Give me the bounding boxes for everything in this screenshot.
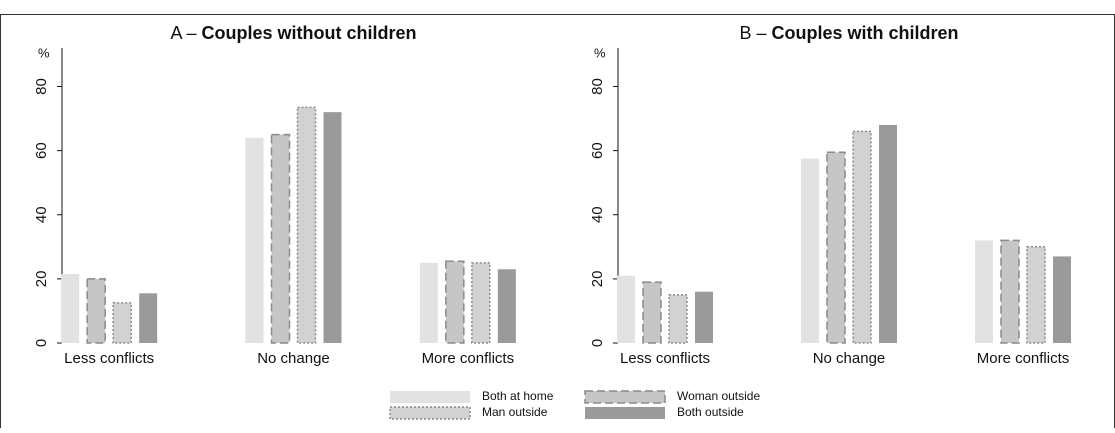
bar bbox=[1000, 239, 1020, 344]
bar bbox=[270, 133, 291, 344]
legend-swatch bbox=[390, 391, 470, 403]
x-tick-label: More conflicts bbox=[422, 350, 515, 367]
bar bbox=[1053, 256, 1071, 343]
frame bbox=[0, 14, 1115, 433]
legend-label: Man outside bbox=[482, 405, 548, 419]
x-tick-label: Less conflicts bbox=[620, 350, 710, 367]
bar bbox=[445, 260, 465, 344]
y-tick-label: 0 bbox=[33, 339, 50, 347]
y-tick-label: 60 bbox=[33, 142, 50, 159]
bar bbox=[323, 112, 342, 343]
bar bbox=[801, 158, 819, 343]
bar bbox=[139, 293, 158, 343]
bar bbox=[471, 262, 491, 344]
chart-title: B – Couples with children bbox=[739, 23, 958, 43]
bar bbox=[617, 275, 635, 343]
panel-label: A – bbox=[170, 23, 196, 43]
bar bbox=[826, 151, 846, 344]
bar bbox=[419, 262, 438, 343]
chart-title: A – Couples without children bbox=[170, 23, 416, 43]
panel-title: Couples without children bbox=[202, 23, 417, 43]
legend-swatch bbox=[584, 390, 666, 404]
bar bbox=[668, 294, 688, 344]
bar bbox=[497, 269, 516, 343]
legend-label: Both outside bbox=[677, 405, 744, 419]
y-axis-label: % bbox=[594, 45, 606, 60]
x-tick-label: Less conflicts bbox=[64, 350, 154, 367]
bar bbox=[296, 106, 317, 344]
bar bbox=[86, 278, 106, 344]
bar bbox=[852, 130, 872, 344]
bar bbox=[1026, 246, 1046, 344]
legend-label: Both at home bbox=[482, 389, 554, 403]
y-tick-label: 0 bbox=[589, 339, 606, 347]
x-tick-label: No change bbox=[813, 350, 886, 367]
y-tick-label: 20 bbox=[33, 271, 50, 288]
bar bbox=[245, 137, 264, 343]
bar bbox=[695, 291, 713, 343]
y-axis-label: % bbox=[38, 45, 50, 60]
bar bbox=[61, 274, 80, 343]
panel-title: Couples with children bbox=[772, 23, 959, 43]
y-tick-label: 40 bbox=[33, 206, 50, 223]
y-tick-label: 20 bbox=[589, 271, 606, 288]
y-tick-label: 40 bbox=[589, 206, 606, 223]
legend-swatch bbox=[585, 407, 665, 419]
bar bbox=[112, 302, 132, 344]
legend-swatch bbox=[389, 406, 471, 420]
bar bbox=[879, 124, 897, 344]
y-tick-label: 80 bbox=[589, 78, 606, 95]
y-tick-label: 60 bbox=[589, 142, 606, 159]
bar bbox=[642, 281, 662, 344]
y-tick-label: 80 bbox=[33, 78, 50, 95]
panel-label: B – bbox=[739, 23, 766, 43]
legend-label: Woman outside bbox=[677, 389, 760, 403]
bar bbox=[975, 240, 993, 343]
x-tick-label: More conflicts bbox=[977, 350, 1070, 367]
x-tick-label: No change bbox=[257, 350, 330, 367]
